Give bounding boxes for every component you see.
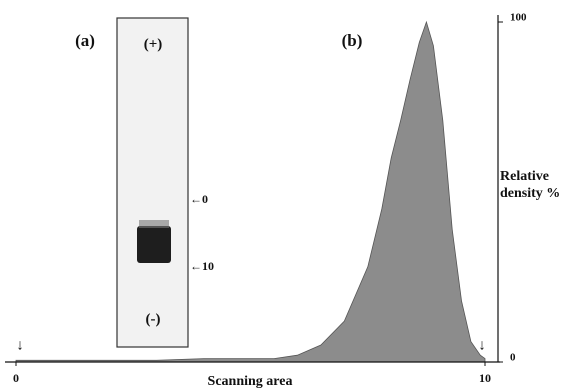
panel-label: (b) [342,31,363,50]
y-tick-label: 0 [510,352,516,364]
y-axis-label: Relative density % [500,168,580,202]
gel-strip [117,18,188,347]
x-tick-label: 0 [13,371,19,385]
x-axis-label: Scanning area [208,374,293,389]
density-area [16,22,485,362]
y-tick-label: 100 [510,12,527,24]
x-tick-label: 10 [479,371,491,385]
scan-marker: ↓ [16,337,24,353]
gel-band [137,226,171,263]
gel-label: (-) [146,311,161,327]
chart: (a) (b) (+) (-) ←0 ←10 ↓ ↓ Scanning area… [0,0,583,390]
gel-label: (+) [144,36,163,52]
figure: (a) (b) (+) (-) ←0 ←10 ↓ ↓ Scanning area… [0,0,583,390]
gel-marker: ←10 [190,259,214,273]
gel-marker: ←0 [190,192,208,206]
panel-label: (a) [75,31,95,50]
gel-band-smear [139,220,169,228]
scan-marker: ↓ [478,337,486,353]
